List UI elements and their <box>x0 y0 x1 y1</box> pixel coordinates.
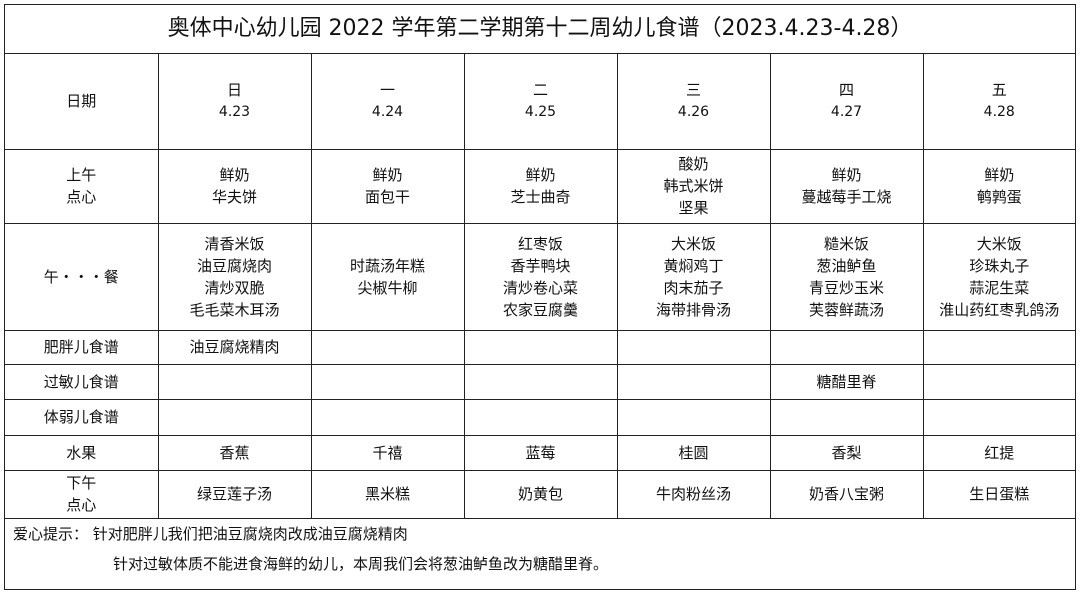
row-label-weak-menu: 体弱儿食谱 <box>5 398 159 436</box>
menu-cell <box>463 363 618 400</box>
row-label-date: 日期 <box>5 53 159 150</box>
table-row-weak-menu: 体弱儿食谱 <box>5 398 1075 436</box>
note-text-obese: 针对肥胖儿我们把油豆腐烧肉改成油豆腐烧精肉 <box>92 525 408 543</box>
menu-cell <box>157 363 312 400</box>
note-line-1: 爱心提示： 针对肥胖儿我们把油豆腐烧肉改成油豆腐烧精肉 <box>13 521 408 547</box>
menu-cell: 生日蛋糕 <box>922 469 1075 519</box>
menu-sheet: 奥体中心幼儿园 2022 学年第二学期第十二周幼儿食谱（2023.4.23-4.… <box>4 4 1076 590</box>
menu-cell <box>463 329 618 365</box>
menu-cell <box>310 329 465 365</box>
menu-cell: 酸奶 韩式米饼 坚果 <box>616 148 771 224</box>
menu-cell: 奶香八宝粥 <box>769 469 924 519</box>
page-title: 奥体中心幼儿园 2022 学年第二学期第十二周幼儿食谱（2023.4.23-4.… <box>5 5 1075 54</box>
row-label-morning-snack: 上午 点心 <box>5 148 159 224</box>
menu-cell <box>616 363 771 400</box>
menu-cell: 红提 <box>922 434 1075 471</box>
table-row-obese-menu: 肥胖儿食谱 油豆腐烧精肉 <box>5 329 1075 365</box>
day-header-cell: 日 4.23 <box>157 53 312 150</box>
row-label-fruit: 水果 <box>5 434 159 471</box>
menu-cell: 牛肉粉丝汤 <box>616 469 771 519</box>
row-label-obese-menu: 肥胖儿食谱 <box>5 329 159 365</box>
table-row-fruit: 水果 香蕉 千禧 蓝莓 桂圆 香梨 红提 <box>5 434 1075 471</box>
row-label-afternoon-snack: 下午 点心 <box>5 469 159 519</box>
menu-cell <box>922 329 1075 365</box>
menu-cell <box>310 398 465 436</box>
menu-cell: 黑米糕 <box>310 469 465 519</box>
menu-cell: 奶黄包 <box>463 469 618 519</box>
menu-cell: 糙米饭 葱油鲈鱼 青豆炒玉米 芙蓉鲜蔬汤 <box>769 222 924 331</box>
menu-cell: 大米饭 珍珠丸子 蒜泥生菜 淮山药红枣乳鸽汤 <box>922 222 1075 331</box>
table-row-date: 日期 日 4.23 一 4.24 二 4.25 三 4.26 四 4.27 五 4.28 <box>5 53 1075 150</box>
menu-cell: 糖醋里脊 <box>769 363 924 400</box>
menu-cell: 时蔬汤年糕 尖椒牛柳 <box>310 222 465 331</box>
menu-cell: 绿豆莲子汤 <box>157 469 312 519</box>
day-header-cell: 四 4.27 <box>769 53 924 150</box>
menu-cell: 鲜奶 鹌鹑蛋 <box>922 148 1075 224</box>
care-notes: 爱心提示： 针对肥胖儿我们把油豆腐烧肉改成油豆腐烧精肉 针对过敏体质不能进食海鲜… <box>5 515 1075 589</box>
menu-cell <box>922 363 1075 400</box>
menu-cell <box>157 398 312 436</box>
menu-cell <box>922 398 1075 436</box>
menu-cell <box>463 398 618 436</box>
menu-cell: 鲜奶 芝士曲奇 <box>463 148 618 224</box>
menu-cell: 蓝莓 <box>463 434 618 471</box>
menu-table: 日期 日 4.23 一 4.24 二 4.25 三 4.26 四 4.27 五 4.28 上… <box>5 53 1075 519</box>
menu-cell: 香梨 <box>769 434 924 471</box>
menu-cell: 鲜奶 华夫饼 <box>157 148 312 224</box>
menu-cell <box>769 329 924 365</box>
menu-cell: 鲜奶 面包干 <box>310 148 465 224</box>
menu-cell: 油豆腐烧精肉 <box>157 329 312 365</box>
table-row-allergy-menu: 过敏儿食谱 糖醋里脊 <box>5 363 1075 400</box>
note-line-2: 针对过敏体质不能进食海鲜的幼儿，本周我们会将葱油鲈鱼改为糖醋里脊。 <box>113 555 609 573</box>
day-header-cell: 三 4.26 <box>616 53 771 150</box>
menu-cell <box>616 398 771 436</box>
row-label-lunch: 午・・・餐 <box>5 222 159 331</box>
row-label-allergy-menu: 过敏儿食谱 <box>5 363 159 400</box>
menu-cell: 鲜奶 蔓越莓手工烧 <box>769 148 924 224</box>
day-header-cell: 一 4.24 <box>310 53 465 150</box>
table-row-morning-snack: 上午 点心 鲜奶 华夫饼 鲜奶 面包干 鲜奶 芝士曲奇 酸奶 韩式米饼 坚果 鲜奶 蔓越莓手工… <box>5 148 1075 224</box>
menu-cell: 大米饭 黄焖鸡丁 肉末茄子 海带排骨汤 <box>616 222 771 331</box>
table-row-afternoon-snack: 下午 点心 绿豆莲子汤 黑米糕 奶黄包 牛肉粉丝汤 奶香八宝粥 生日蛋糕 <box>5 469 1075 519</box>
menu-cell: 千禧 <box>310 434 465 471</box>
menu-cell <box>769 398 924 436</box>
menu-cell: 香蕉 <box>157 434 312 471</box>
menu-cell: 红枣饭 香芋鸭块 清炒卷心菜 农家豆腐羹 <box>463 222 618 331</box>
table-row-lunch: 午・・・餐 清香米饭 油豆腐烧肉 清炒双脆 毛毛菜木耳汤 时蔬汤年糕 尖椒牛柳 红枣饭香… <box>5 222 1075 331</box>
menu-cell: 清香米饭 油豆腐烧肉 清炒双脆 毛毛菜木耳汤 <box>157 222 312 331</box>
note-prefix: 爱心提示： <box>13 525 89 543</box>
day-header-cell: 五 4.28 <box>922 53 1075 150</box>
menu-cell <box>616 329 771 365</box>
menu-cell <box>310 363 465 400</box>
day-header-cell: 二 4.25 <box>463 53 618 150</box>
menu-cell: 桂圆 <box>616 434 771 471</box>
